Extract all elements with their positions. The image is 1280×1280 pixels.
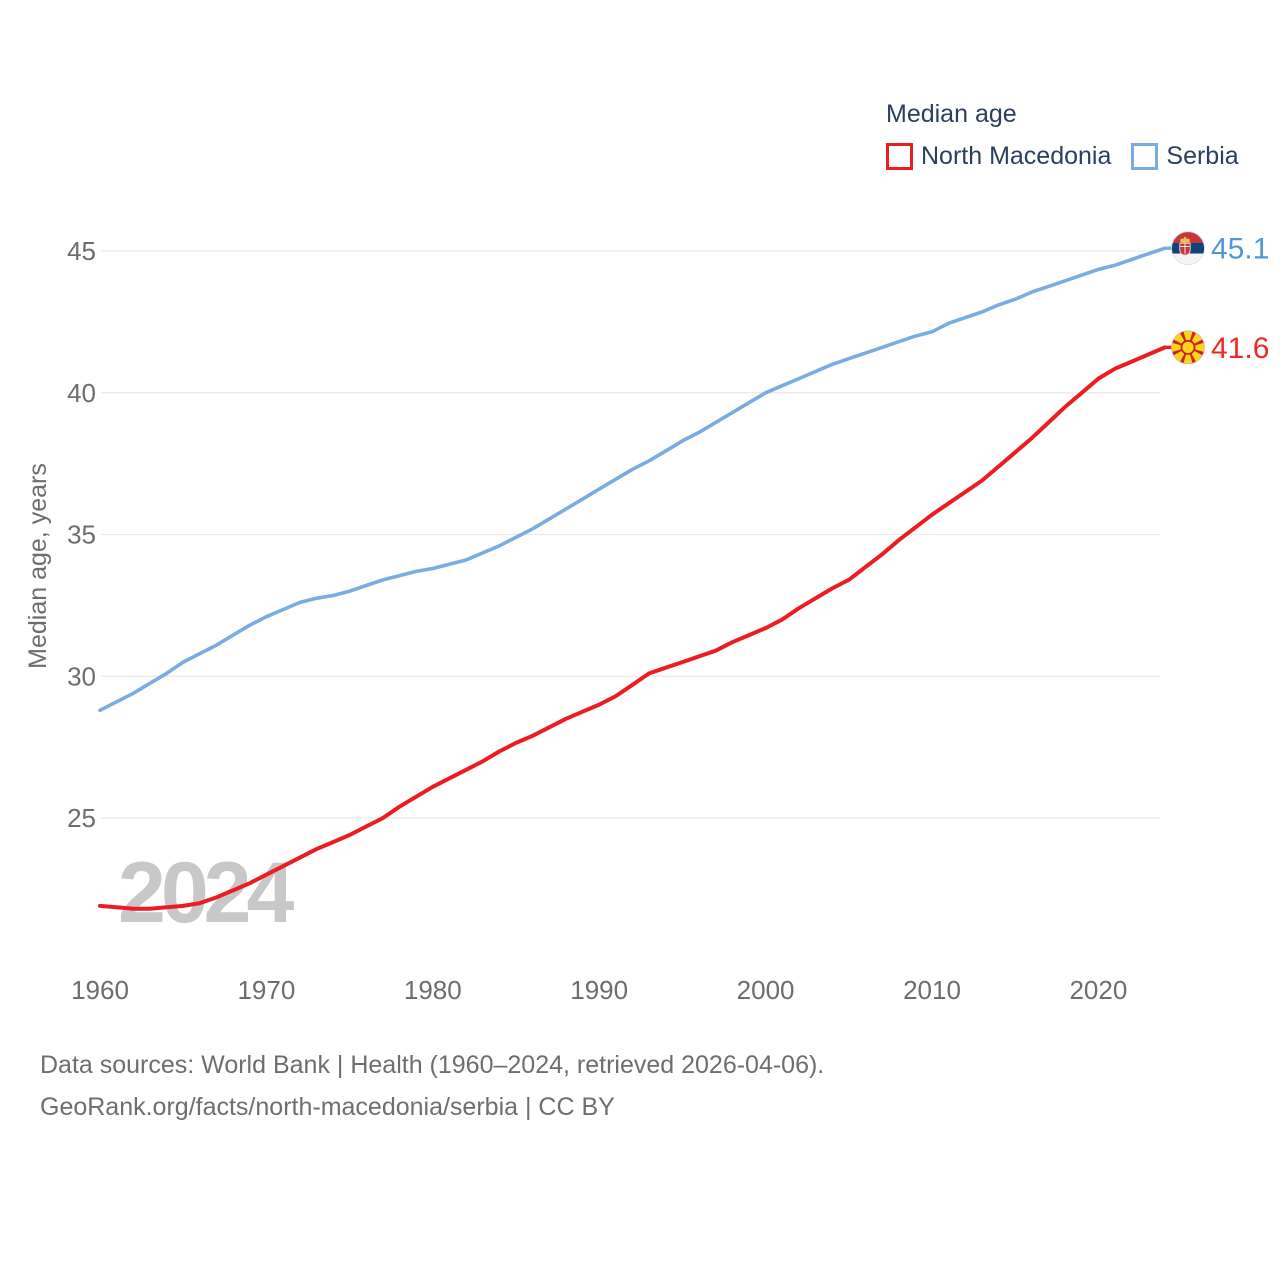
watermark-year: 2024 — [118, 845, 294, 941]
footer-data-sources: Data sources: World Bank | Health (1960–… — [40, 1051, 825, 1079]
y-tick-label-25: 25 — [67, 803, 96, 833]
legend-swatch-north-macedonia[interactable] — [886, 143, 913, 170]
legend: Median age North Macedonia Serbia — [886, 100, 1259, 171]
north-macedonia-flag-icon — [1171, 330, 1205, 365]
sun-ray — [1182, 354, 1194, 364]
y-tick-label-30: 30 — [67, 661, 96, 691]
sun-ray — [1171, 351, 1185, 364]
sun-ray — [1191, 330, 1205, 344]
x-tick-label-1960: 1960 — [71, 975, 129, 1005]
x-tick-label-2000: 2000 — [737, 975, 795, 1005]
x-tick-label-1980: 1980 — [404, 975, 462, 1005]
y-axis-title: Median age, years — [24, 463, 52, 669]
legend-item-serbia[interactable]: Serbia — [1131, 142, 1239, 171]
legend-swatch-serbia[interactable] — [1131, 143, 1159, 170]
line-north-macedonia[interactable] — [98, 345, 1167, 911]
legend-label-serbia[interactable]: Serbia — [1166, 142, 1239, 170]
y-axis-ticks: 25 30 35 40 45 — [67, 236, 96, 833]
footer-attribution: GeoRank.org/facts/north-macedonia/serbia… — [40, 1093, 615, 1121]
line-serbia[interactable] — [98, 246, 1167, 713]
y-tick-label-35: 35 — [67, 520, 96, 550]
x-axis-ticks: 1960 1970 1980 1990 2000 2010 2020 — [71, 975, 1127, 1005]
serbia-flag-icon — [1171, 231, 1205, 266]
y-tick-label-40: 40 — [67, 378, 96, 408]
legend-label-north-macedonia[interactable]: North Macedonia — [921, 142, 1112, 170]
x-tick-label-1970: 1970 — [237, 975, 295, 1005]
y-tick-label-45: 45 — [67, 236, 96, 266]
x-tick-label-2010: 2010 — [903, 975, 961, 1005]
x-tick-label-1990: 1990 — [570, 975, 628, 1005]
x-tick-label-2020: 2020 — [1069, 975, 1127, 1005]
footer: Data sources: World Bank | Health (1960–… — [40, 1044, 824, 1128]
sun-ray — [1191, 351, 1205, 364]
sun-ray — [1171, 330, 1185, 344]
sun-ray — [1171, 342, 1181, 353]
end-value-label-north-macedonia: 41.6 — [1211, 332, 1269, 365]
legend-item-north-macedonia[interactable]: North Macedonia — [886, 142, 1111, 171]
gridlines — [101, 250, 1160, 819]
series-lines — [98, 246, 1172, 911]
legend-title: Median age — [886, 100, 1017, 128]
sun-ray — [1195, 342, 1205, 353]
legend-row: North Macedonia Serbia — [886, 142, 1259, 171]
sun-ray — [1182, 330, 1194, 340]
end-value-label-serbia: 45.1 — [1211, 233, 1269, 266]
